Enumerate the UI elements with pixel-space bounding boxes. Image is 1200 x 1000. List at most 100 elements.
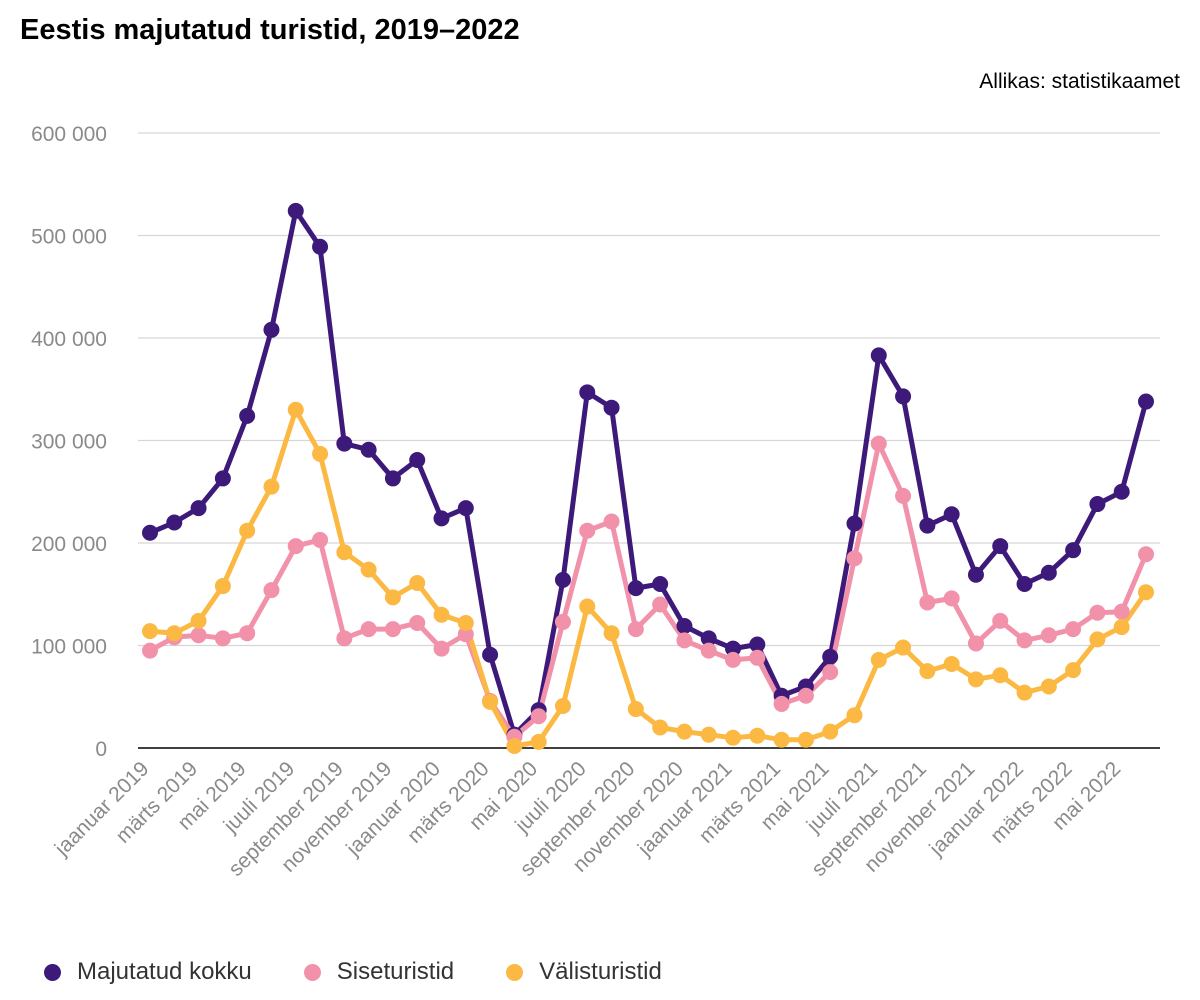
data-point-series-2 bbox=[457, 614, 474, 631]
data-point-series-0 bbox=[1016, 576, 1033, 592]
series-line-1 bbox=[147, 441, 1149, 740]
data-point-series-1 bbox=[384, 621, 401, 638]
y-tick-label: 0 bbox=[95, 738, 107, 761]
data-point-series-2 bbox=[336, 544, 353, 561]
series-line-0 bbox=[147, 208, 1149, 738]
legend-item-domestic[interactable]: Siseturistid bbox=[303, 958, 454, 986]
data-point-series-1 bbox=[433, 640, 450, 657]
data-point-series-2 bbox=[214, 578, 231, 595]
data-point-series-0 bbox=[287, 202, 304, 219]
data-point-series-2 bbox=[749, 727, 766, 744]
data-point-series-0 bbox=[1113, 483, 1130, 500]
data-point-series-1 bbox=[797, 687, 814, 704]
data-point-series-0 bbox=[214, 470, 231, 487]
source-label: Allikas: statistikaamet bbox=[979, 70, 1180, 93]
data-point-series-1 bbox=[142, 642, 158, 659]
data-point-series-0 bbox=[336, 435, 353, 452]
y-tick-label: 100 000 bbox=[31, 636, 107, 659]
data-point-series-1 bbox=[676, 632, 693, 649]
y-tick-label: 500 000 bbox=[31, 226, 107, 249]
data-point-series-1 bbox=[530, 708, 547, 725]
data-point-series-0 bbox=[846, 515, 863, 532]
data-point-series-1 bbox=[1040, 627, 1057, 644]
data-point-series-2 bbox=[1016, 684, 1033, 701]
data-point-series-2 bbox=[312, 445, 329, 462]
data-point-series-2 bbox=[992, 667, 1009, 684]
data-point-series-0 bbox=[312, 238, 329, 255]
data-point-series-1 bbox=[749, 649, 766, 666]
data-point-series-0 bbox=[433, 510, 450, 527]
data-point-series-0 bbox=[870, 347, 887, 364]
data-point-series-2 bbox=[1065, 662, 1082, 679]
data-point-series-2 bbox=[1040, 678, 1057, 695]
chart-title: Eestis majutatud turistid, 2019–2022 bbox=[20, 14, 520, 46]
data-point-series-2 bbox=[603, 625, 620, 642]
data-point-series-2 bbox=[846, 707, 863, 724]
data-point-series-0 bbox=[992, 538, 1009, 555]
data-point-series-1 bbox=[773, 695, 790, 712]
data-point-series-1 bbox=[992, 612, 1009, 629]
data-point-series-1 bbox=[1016, 632, 1033, 649]
y-tick-label: 200 000 bbox=[31, 533, 107, 556]
data-point-series-0 bbox=[409, 451, 426, 468]
data-point-series-1 bbox=[870, 435, 887, 452]
data-point-series-1 bbox=[943, 590, 960, 607]
y-tick-label: 400 000 bbox=[31, 328, 107, 351]
data-point-series-2 bbox=[967, 671, 984, 688]
data-point-series-2 bbox=[725, 729, 742, 746]
data-point-series-0 bbox=[384, 470, 401, 487]
legend-marker-domestic bbox=[303, 963, 321, 981]
data-point-series-1 bbox=[214, 630, 231, 647]
data-point-series-2 bbox=[895, 639, 912, 656]
data-point-series-0 bbox=[676, 618, 693, 635]
data-point-series-2 bbox=[652, 719, 669, 736]
data-point-series-0 bbox=[1089, 496, 1106, 513]
data-point-series-0 bbox=[482, 646, 499, 663]
data-point-series-1 bbox=[652, 596, 669, 613]
legend-item-total[interactable]: Majutatud kokku bbox=[44, 958, 252, 986]
data-point-series-1 bbox=[360, 621, 377, 638]
data-point-series-2 bbox=[822, 723, 839, 740]
data-point-series-1 bbox=[579, 522, 596, 539]
data-point-series-1 bbox=[1065, 621, 1082, 638]
data-point-series-0 bbox=[239, 407, 256, 424]
legend-item-foreign[interactable]: Välisturistid bbox=[506, 958, 662, 986]
data-point-series-2 bbox=[263, 478, 280, 495]
data-point-series-2 bbox=[1089, 631, 1106, 648]
data-point-series-2 bbox=[627, 701, 644, 718]
data-point-series-2 bbox=[142, 623, 158, 640]
data-point-series-2 bbox=[1138, 584, 1154, 601]
data-point-series-0 bbox=[967, 566, 984, 583]
data-point-series-0 bbox=[822, 648, 839, 665]
data-point-series-0 bbox=[1138, 393, 1154, 410]
data-point-series-2 bbox=[239, 522, 256, 539]
data-point-series-2 bbox=[919, 663, 936, 680]
data-point-series-1 bbox=[603, 513, 620, 530]
data-point-series-1 bbox=[1089, 604, 1106, 621]
data-point-series-2 bbox=[190, 612, 207, 629]
legend-label-foreign: Välisturistid bbox=[539, 958, 662, 985]
legend-label-total: Majutatud kokku bbox=[77, 958, 252, 985]
data-point-series-1 bbox=[822, 664, 839, 681]
data-point-series-0 bbox=[166, 514, 183, 531]
data-point-series-1 bbox=[846, 550, 863, 567]
data-point-series-2 bbox=[943, 655, 960, 672]
data-point-series-0 bbox=[190, 500, 207, 517]
data-point-series-1 bbox=[263, 582, 280, 599]
y-tick-label: 600 000 bbox=[31, 123, 107, 146]
data-point-series-0 bbox=[263, 321, 280, 338]
data-point-series-1 bbox=[239, 625, 256, 642]
data-point-series-2 bbox=[384, 589, 401, 606]
data-point-series-1 bbox=[919, 594, 936, 611]
series-line-2 bbox=[147, 407, 1149, 749]
data-point-series-1 bbox=[287, 538, 304, 555]
data-point-series-2 bbox=[579, 598, 596, 615]
data-point-series-2 bbox=[166, 625, 183, 642]
legend-marker-foreign bbox=[506, 963, 524, 981]
data-point-series-1 bbox=[700, 642, 717, 659]
data-point-series-2 bbox=[1113, 619, 1130, 636]
data-point-series-0 bbox=[943, 506, 960, 523]
data-point-series-0 bbox=[1040, 564, 1057, 581]
data-point-series-2 bbox=[360, 561, 377, 578]
